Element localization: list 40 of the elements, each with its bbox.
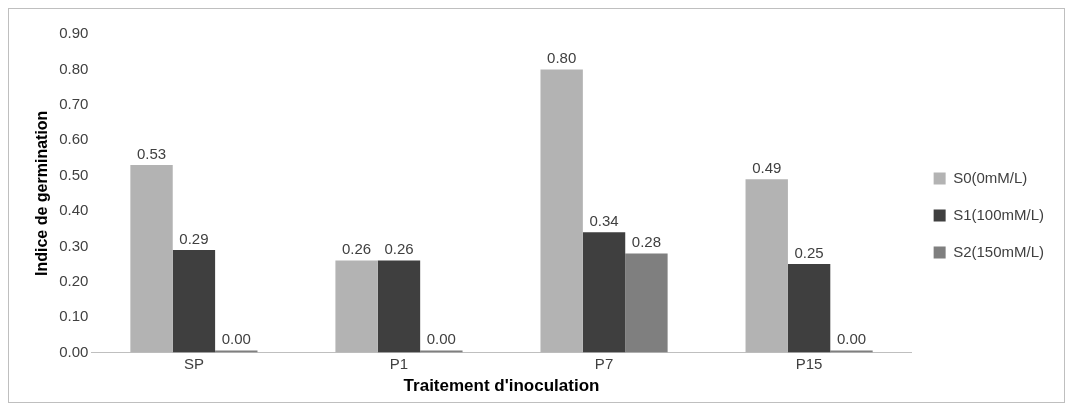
data-label: 0.34: [589, 211, 619, 229]
y-axis-title: Indice de germination: [33, 110, 51, 276]
x-tick-label: SP: [183, 354, 204, 372]
legend-label: S2(150mM/L): [953, 242, 1045, 260]
bar: [377, 260, 421, 353]
data-label: 0.00: [426, 330, 456, 348]
data-label: 0.29: [179, 229, 209, 247]
y-tick-label: 0.30: [59, 236, 89, 254]
y-tick-label: 0.70: [59, 94, 89, 112]
bar: [130, 164, 173, 353]
bar: [787, 264, 831, 353]
bar: [625, 253, 668, 353]
legend-label: S0(0mM/L): [953, 168, 1028, 186]
data-label: 0.26: [342, 240, 372, 258]
y-tick-label: 0.60: [59, 130, 89, 148]
x-tick-label: P1: [389, 354, 409, 372]
y-tick-label: 0.00: [59, 342, 89, 360]
bar: [745, 179, 788, 353]
data-label: 0.28: [631, 233, 662, 251]
y-tick-label: 0.80: [59, 59, 89, 77]
data-label: 0.26: [384, 240, 414, 258]
y-tick-label: 0.90: [59, 24, 89, 42]
bar: [582, 232, 626, 353]
data-label: 0.53: [136, 144, 167, 162]
x-axis-title: Traitement d'inoculation: [403, 376, 600, 396]
y-tick-label: 0.40: [59, 201, 89, 219]
y-tick-label: 0.20: [59, 271, 89, 289]
bar: [540, 69, 583, 353]
data-label: 0.25: [794, 243, 824, 261]
bar: [335, 260, 378, 353]
data-label: 0.00: [221, 330, 251, 348]
x-tick-label: P7: [594, 354, 614, 372]
bar: [172, 249, 216, 353]
legend-label: S1(100mM/L): [953, 205, 1045, 223]
x-tick-label: P15: [795, 354, 823, 372]
y-tick-label: 0.10: [59, 307, 89, 325]
data-label: 0.80: [547, 49, 577, 67]
data-label: 0.00: [836, 330, 867, 348]
data-label: 0.49: [752, 158, 782, 176]
y-tick-label: 0.50: [59, 165, 89, 183]
